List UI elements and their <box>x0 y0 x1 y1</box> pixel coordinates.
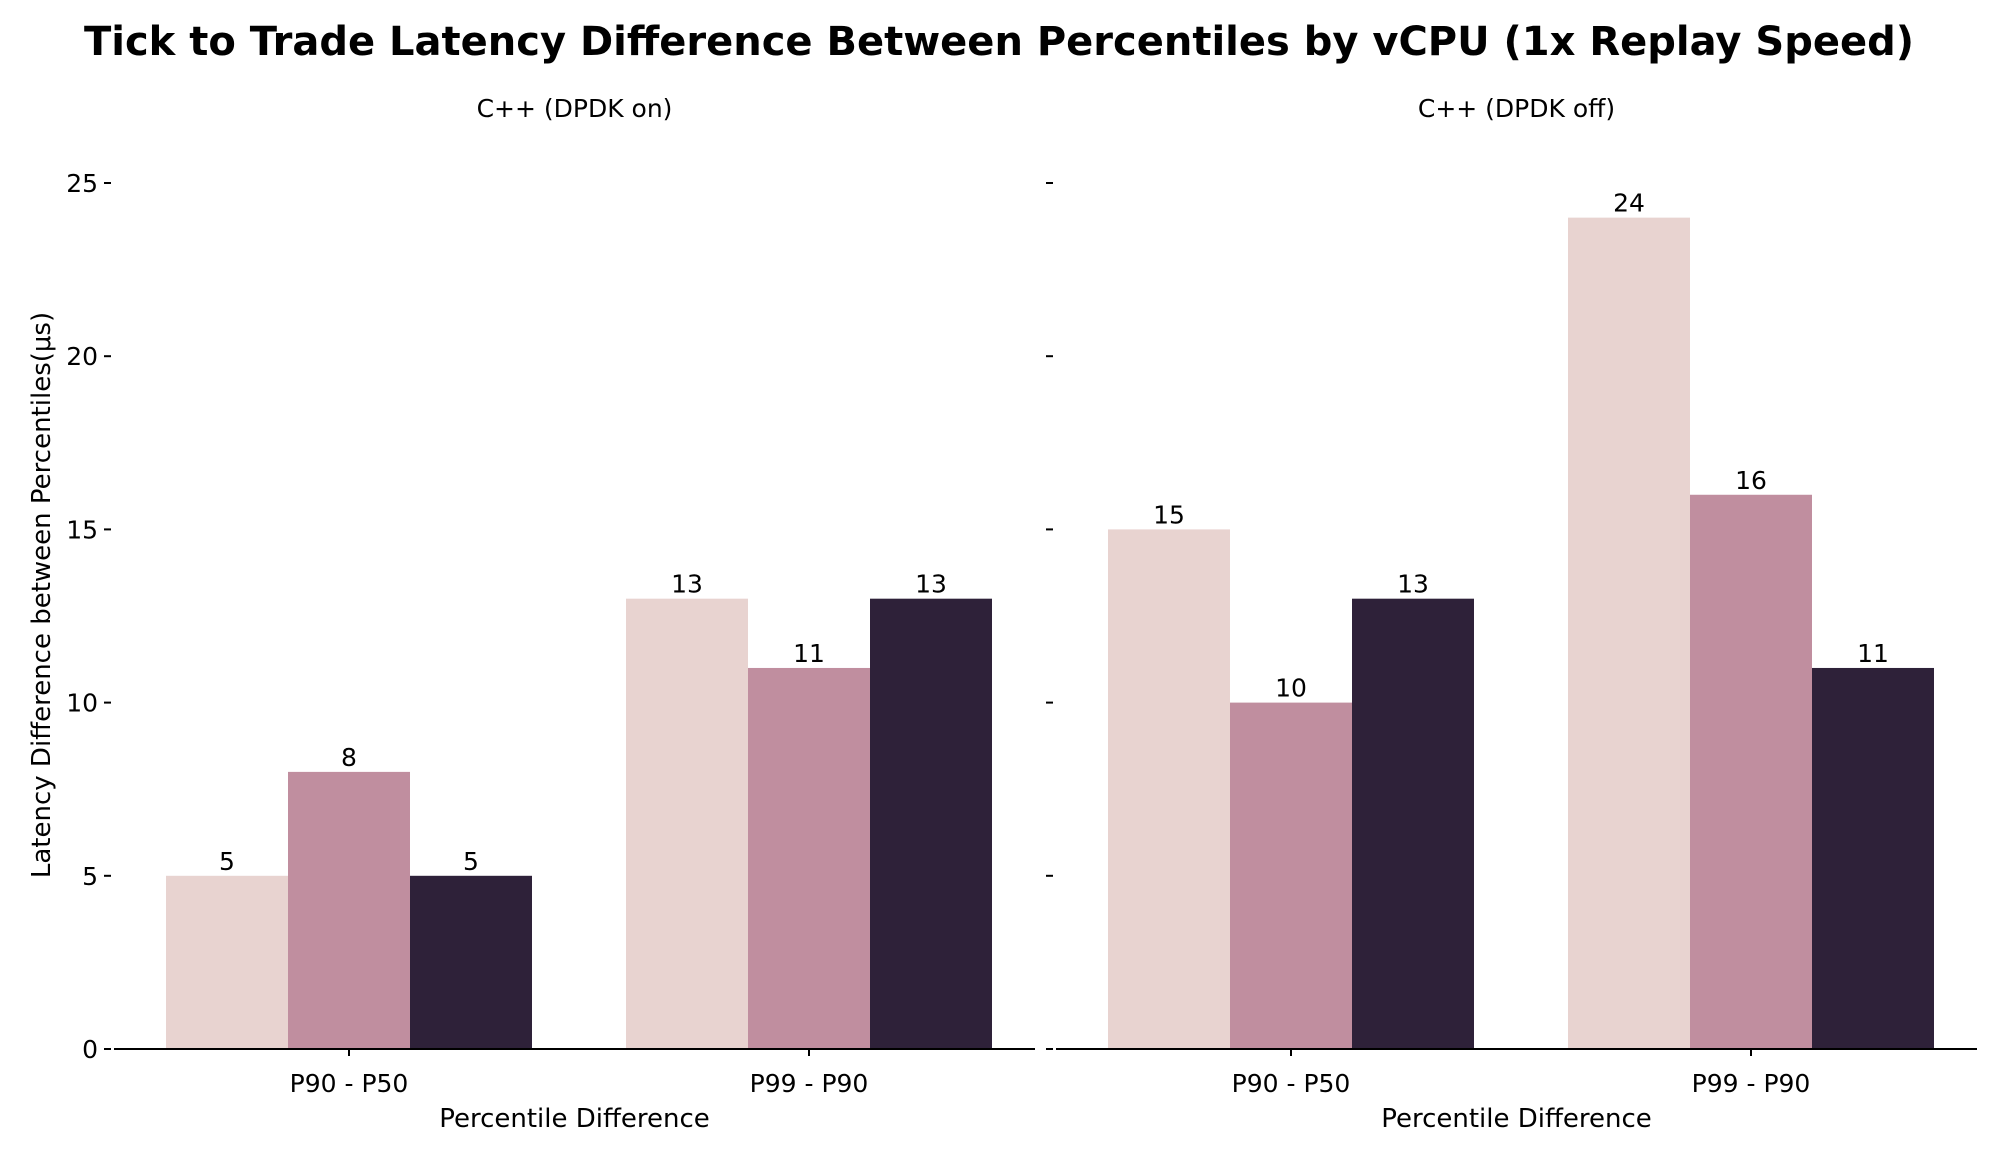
bar <box>410 875 532 1049</box>
x-axis-label: Percentile Difference <box>439 1104 710 1134</box>
y-axis-label: Latency Difference between Percentiles(μ… <box>27 312 57 878</box>
bar-value-label: 13 <box>671 570 703 599</box>
y-tick-label: 25 <box>66 169 98 198</box>
y-tick-label: 0 <box>82 1035 98 1064</box>
bar <box>1108 529 1230 1049</box>
bar-value-label: 16 <box>1735 466 1767 495</box>
bar <box>1352 598 1474 1049</box>
bar-value-label: 13 <box>915 570 947 599</box>
bar-value-label: 24 <box>1613 189 1645 218</box>
x-tick-label: P90 - P50 <box>1232 1069 1351 1098</box>
y-tick-label: 15 <box>66 515 98 544</box>
y-tick-label: 5 <box>82 862 98 891</box>
bar <box>1812 667 1934 1049</box>
bar-value-label: 11 <box>793 639 825 668</box>
bar <box>1230 702 1352 1049</box>
y-tick-label: 10 <box>66 689 98 718</box>
bar <box>1568 217 1690 1049</box>
panel-subtitle: C++ (DPDK on) <box>477 94 673 123</box>
x-tick-label: P90 - P50 <box>290 1069 409 1098</box>
bar-value-label: 15 <box>1153 500 1185 529</box>
panel-subtitle: C++ (DPDK off) <box>1418 94 1615 123</box>
bar-value-label: 13 <box>1397 570 1429 599</box>
bar <box>166 875 288 1049</box>
bar-value-label: 11 <box>1857 639 1889 668</box>
chart-title: Tick to Trade Latency Difference Between… <box>84 19 1914 65</box>
panels: C++ (DPDK on) 0 5 10 15 20 25 5 8 5 P90 - P50 13 11 1… <box>66 94 1977 1134</box>
bar <box>288 771 410 1049</box>
bar <box>1690 494 1812 1049</box>
bar-value-label: 8 <box>341 743 357 772</box>
panel-2: C++ (DPDK off) 15 10 13 P90 - P50 24 16 11 P99 -… <box>1046 94 1977 1134</box>
x-tick-label: P99 - P90 <box>1692 1069 1811 1098</box>
panel-1: C++ (DPDK on) 0 5 10 15 20 25 5 8 5 P90 - P50 13 11 1… <box>66 94 1035 1134</box>
bar-value-label: 5 <box>219 847 235 876</box>
x-tick-label: P99 - P90 <box>750 1069 869 1098</box>
bar-value-label: 10 <box>1275 674 1307 703</box>
x-axis-label: Percentile Difference <box>1381 1104 1652 1134</box>
y-tick-label: 20 <box>66 342 98 371</box>
bar <box>870 598 992 1049</box>
bar <box>626 598 748 1049</box>
bar <box>748 667 870 1049</box>
bar-value-label: 5 <box>463 847 479 876</box>
